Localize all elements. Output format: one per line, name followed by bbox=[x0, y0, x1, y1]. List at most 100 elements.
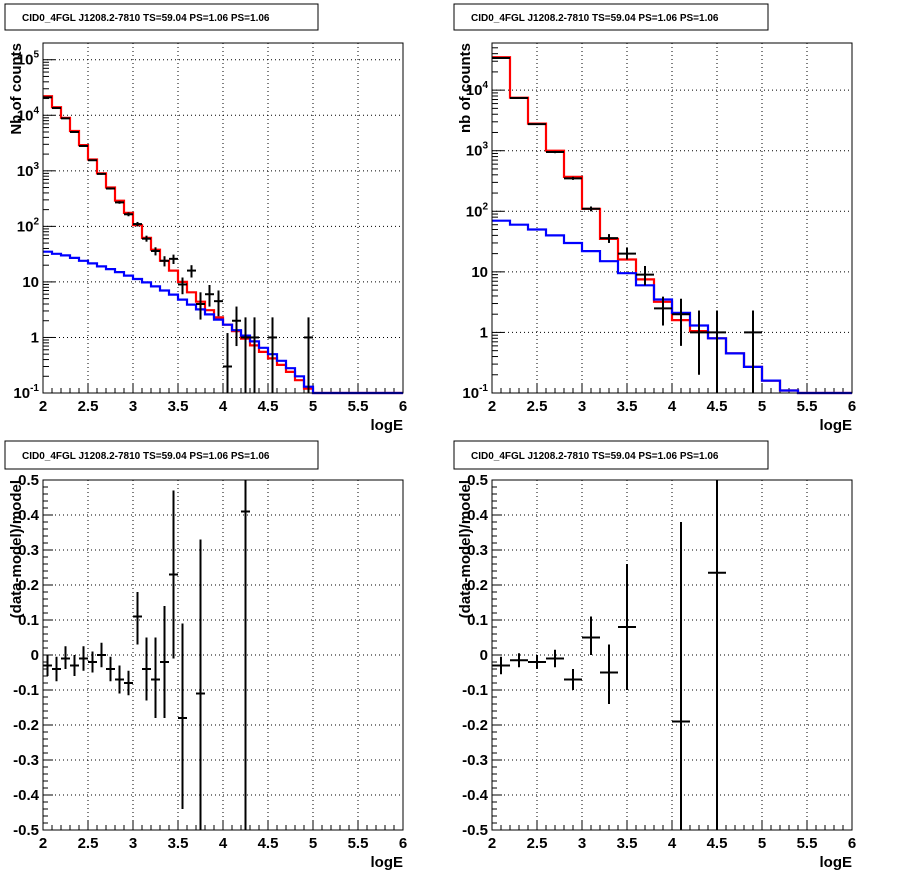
chart-title: CID0_4FGL J1208.2-7810 TS=59.04 PS=1.06 … bbox=[471, 13, 719, 24]
x-axis-label: logE bbox=[371, 417, 404, 434]
data-point bbox=[582, 616, 600, 655]
y-tick-label: 104 bbox=[466, 80, 489, 99]
x-tick-label: 3 bbox=[578, 835, 586, 852]
data-point bbox=[70, 655, 79, 676]
panel-bottom-left: CID0_4FGL J1208.2-7810 TS=59.04 PS=1.06 … bbox=[4, 440, 407, 871]
x-tick-label: 3 bbox=[129, 398, 137, 415]
y-tick-base: 10 bbox=[471, 264, 488, 281]
y-tick-exponent: 4 bbox=[33, 105, 39, 116]
y-axis-label: (data-model)/model bbox=[457, 480, 474, 618]
data-point bbox=[708, 480, 726, 830]
y-tick-base: 10 bbox=[17, 107, 34, 124]
y-tick-label: 0.2 bbox=[18, 577, 39, 594]
y-tick-label: -0.5 bbox=[13, 822, 39, 839]
x-tick-label: 3.5 bbox=[168, 398, 189, 415]
panel-top-left: CID0_4FGL J1208.2-7810 TS=59.04 PS=1.06 … bbox=[4, 3, 407, 434]
y-tick-label: -0.2 bbox=[462, 717, 488, 734]
x-tick-label: 4 bbox=[219, 398, 228, 415]
y-tick-label: -0.2 bbox=[13, 717, 39, 734]
x-tick-label: 2 bbox=[488, 835, 496, 852]
data-point bbox=[582, 206, 600, 212]
data-point bbox=[79, 646, 88, 671]
y-tick-label: 10 bbox=[471, 264, 488, 281]
data-point bbox=[106, 187, 115, 190]
plot-frame bbox=[42, 42, 404, 394]
y-tick-exponent: 4 bbox=[482, 80, 488, 91]
data-point bbox=[546, 150, 564, 154]
x-tick-label: 5 bbox=[758, 398, 766, 415]
data-point bbox=[97, 642, 106, 668]
data-point bbox=[124, 670, 133, 696]
data-point bbox=[510, 97, 528, 100]
y-tick-label: 0 bbox=[480, 647, 488, 664]
title-box bbox=[4, 3, 319, 31]
y-tick-label: 102 bbox=[466, 201, 489, 220]
data-point bbox=[205, 284, 214, 307]
x-tick-label: 3.5 bbox=[168, 835, 189, 852]
x-tick-label: 2 bbox=[39, 835, 47, 852]
y-tick-label: 10-1 bbox=[13, 383, 39, 402]
data-point bbox=[70, 130, 79, 133]
data-point bbox=[564, 176, 582, 180]
data-point bbox=[160, 606, 169, 718]
y-tick-label: 103 bbox=[17, 161, 40, 180]
data-point bbox=[106, 656, 115, 682]
y-tick-exponent: -1 bbox=[30, 383, 39, 394]
data-point bbox=[124, 212, 133, 217]
data-point bbox=[618, 247, 636, 260]
x-tick-label: 4 bbox=[668, 398, 677, 415]
title-box bbox=[453, 440, 769, 470]
data-point bbox=[546, 649, 564, 668]
data-point bbox=[268, 317, 277, 393]
x-tick-label: 2.5 bbox=[78, 835, 99, 852]
x-axis-label: logE bbox=[820, 417, 853, 434]
data-point bbox=[115, 201, 124, 204]
y-tick-exponent: 3 bbox=[482, 141, 488, 152]
x-tick-label: 2.5 bbox=[527, 835, 548, 852]
series-line-red-model bbox=[43, 95, 403, 395]
x-tick-label: 2 bbox=[39, 398, 47, 415]
series-line-blue-model bbox=[43, 250, 403, 395]
x-axis-label: logE bbox=[820, 854, 853, 871]
y-tick-base: 10 bbox=[462, 385, 479, 402]
plot-frame bbox=[491, 479, 853, 831]
data-point bbox=[636, 265, 654, 286]
data-point bbox=[187, 265, 196, 278]
x-tick-label: 5 bbox=[309, 835, 317, 852]
data-point bbox=[178, 277, 187, 295]
y-tick-label: 105 bbox=[17, 50, 40, 69]
data-point bbox=[492, 656, 510, 675]
y-tick-base: 10 bbox=[466, 143, 483, 160]
data-point bbox=[250, 317, 259, 393]
data-point bbox=[304, 317, 313, 393]
data-point bbox=[52, 107, 61, 110]
x-tick-label: 6 bbox=[399, 835, 407, 852]
data-point bbox=[79, 144, 88, 147]
y-tick-base: 10 bbox=[17, 52, 34, 69]
data-point bbox=[672, 522, 690, 830]
y-tick-label: -0.1 bbox=[13, 682, 39, 699]
data-point bbox=[151, 637, 160, 718]
data-point bbox=[528, 655, 546, 669]
y-tick-base: 10 bbox=[17, 163, 34, 180]
chart-title: CID0_4FGL J1208.2-7810 TS=59.04 PS=1.06 … bbox=[471, 451, 719, 462]
x-tick-label: 4.5 bbox=[258, 835, 279, 852]
y-tick-label: 0.1 bbox=[18, 612, 39, 629]
data-point bbox=[61, 117, 70, 120]
y-tick-exponent: 2 bbox=[482, 201, 488, 212]
y-tick-label: -0.3 bbox=[462, 752, 488, 769]
y-tick-base: 10 bbox=[466, 82, 483, 99]
y-axis-label: Nb of counts bbox=[8, 43, 25, 135]
data-point bbox=[600, 234, 618, 243]
x-tick-label: 3.5 bbox=[617, 398, 638, 415]
y-tick-label: 0.3 bbox=[18, 542, 39, 559]
data-point bbox=[43, 96, 52, 99]
x-tick-label: 6 bbox=[848, 398, 856, 415]
y-tick-label: -0.5 bbox=[462, 822, 488, 839]
y-tick-label: 0.5 bbox=[467, 472, 488, 489]
data-point bbox=[708, 310, 726, 393]
y-tick-label: 1 bbox=[31, 329, 39, 346]
y-tick-label: 0.4 bbox=[18, 507, 40, 524]
y-tick-exponent: 3 bbox=[33, 161, 39, 172]
data-point bbox=[133, 592, 142, 645]
